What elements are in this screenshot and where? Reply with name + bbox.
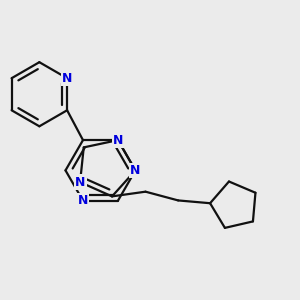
Text: N: N bbox=[75, 176, 85, 189]
Text: N: N bbox=[130, 164, 141, 177]
Text: N: N bbox=[113, 134, 123, 147]
Text: N: N bbox=[78, 194, 88, 207]
Text: N: N bbox=[62, 72, 72, 85]
